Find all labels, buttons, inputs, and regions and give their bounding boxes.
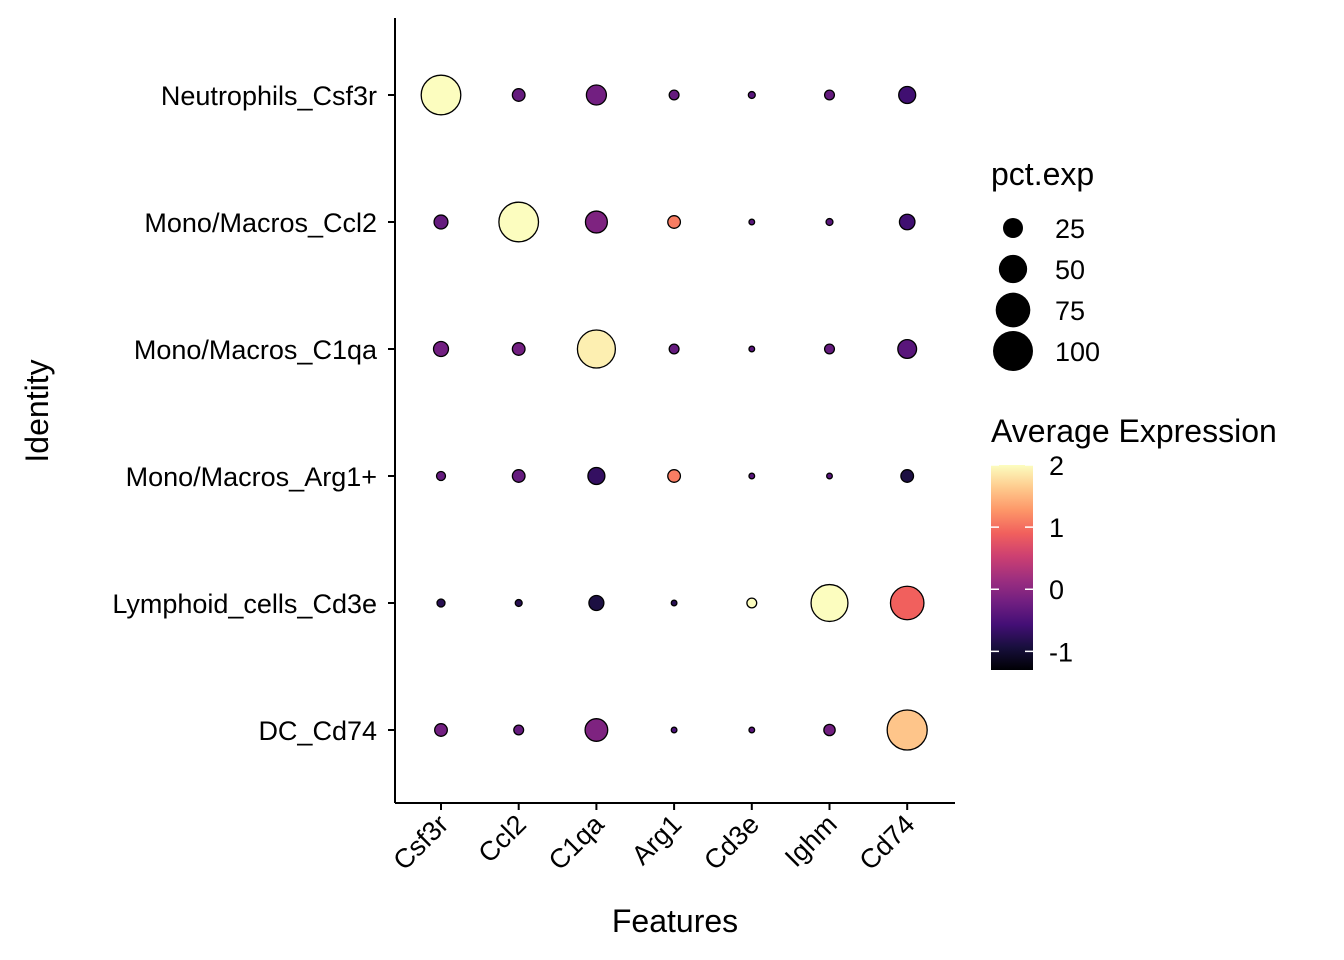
dot-dc-cd74-cd3e <box>748 726 756 734</box>
dot-mono-macros-arg1-arg1 <box>667 469 682 483</box>
dot-mono-macros-ccl2-ccl2 <box>498 201 540 243</box>
dot-neutrophils-csf3r-csf3r <box>420 74 462 116</box>
dot-lymphoid-cells-cd3e-csf3r <box>436 598 446 608</box>
dot-mono-macros-ccl2-cd3e <box>748 218 756 226</box>
dot-mono-macros-arg1-ighm <box>826 472 833 480</box>
dot-mono-macros-c1qa-ighm <box>823 343 836 355</box>
size-legend-label-50: 50 <box>1055 255 1085 285</box>
dot-lymphoid-cells-cd3e-ighm <box>810 583 849 623</box>
dot-lymphoid-cells-cd3e-cd3e <box>746 597 758 609</box>
color-legend-bar <box>991 465 1033 670</box>
dot-mono-macros-c1qa-cd3e <box>748 345 756 353</box>
y-tick-label-neutrophils-csf3r: Neutrophils_Csf3r <box>161 81 377 111</box>
size-legend-dot-75 <box>995 292 1031 328</box>
dot-neutrophils-csf3r-c1qa <box>585 84 608 106</box>
y-tick-label-dc-cd74: DC_Cd74 <box>258 716 377 746</box>
dot-dc-cd74-cd74 <box>886 709 928 751</box>
dot-lymphoid-cells-cd3e-arg1 <box>670 599 678 607</box>
x-tick-label-ccl2: Ccl2 <box>473 809 532 868</box>
plot-area <box>420 74 928 751</box>
x-axis-title: Features <box>612 903 738 939</box>
dot-lymphoid-cells-cd3e-ccl2 <box>514 598 523 608</box>
color-legend-label-2: 1 <box>1049 513 1064 543</box>
size-legend-dot-100 <box>993 331 1033 371</box>
y-tick-label-mono-macros-ccl2: Mono/Macros_Ccl2 <box>144 208 377 238</box>
x-tick-label-cd74: Cd74 <box>854 809 921 876</box>
dot-mono-macros-arg1-cd74 <box>900 469 915 483</box>
y-tick-label-lymphoid-cells-cd3e: Lymphoid_cells_Cd3e <box>112 589 377 619</box>
dot-mono-macros-ccl2-c1qa <box>584 210 609 234</box>
size-legend: pct.exp 25 50 75 100 <box>991 156 1100 371</box>
dot-mono-macros-c1qa-arg1 <box>668 343 680 355</box>
dot-mono-macros-c1qa-cd74 <box>897 338 918 360</box>
size-legend-dot-50 <box>998 254 1028 284</box>
size-legend-label-100: 100 <box>1055 337 1100 367</box>
dot-mono-macros-c1qa-ccl2 <box>511 342 526 356</box>
size-legend-title: pct.exp <box>991 156 1094 192</box>
dot-lymphoid-cells-cd3e-c1qa <box>588 594 605 612</box>
dot-neutrophils-csf3r-cd3e <box>747 90 756 100</box>
dot-lymphoid-cells-cd3e-cd74 <box>889 585 925 621</box>
dot-mono-macros-arg1-ccl2 <box>511 469 526 483</box>
y-axis-ticks: Neutrophils_Csf3r Mono/Macros_Ccl2 Mono/Ma… <box>112 81 395 746</box>
x-tick-label-ighm: Ighm <box>779 809 843 873</box>
color-legend-label-0: -1 <box>1049 637 1073 667</box>
dot-mono-macros-c1qa-csf3r <box>432 340 450 358</box>
x-tick-label-c1qa: C1qa <box>543 808 611 876</box>
color-legend-label-3: 2 <box>1049 451 1064 481</box>
dot-dc-cd74-ccl2 <box>513 724 525 736</box>
y-axis-title: Identity <box>19 359 55 462</box>
dot-mono-macros-ccl2-cd74 <box>898 213 916 231</box>
dot-dc-cd74-c1qa <box>584 718 609 742</box>
y-tick-label-mono-macros-arg1: Mono/Macros_Arg1+ <box>126 462 377 492</box>
x-tick-label-cd3e: Cd3e <box>698 809 765 876</box>
dot-dc-cd74-ighm <box>823 723 836 737</box>
size-legend-dot-25 <box>1003 218 1023 238</box>
x-tick-label-arg1: Arg1 <box>626 809 688 871</box>
dot-mono-macros-ccl2-arg1 <box>667 215 682 229</box>
dot-neutrophils-csf3r-ccl2 <box>511 88 526 102</box>
y-tick-label-mono-macros-c1qa: Mono/Macros_C1qa <box>134 335 378 365</box>
dot-neutrophils-csf3r-arg1 <box>668 89 680 101</box>
color-legend-title: Average Expression <box>991 413 1277 449</box>
dot-mono-macros-arg1-c1qa <box>587 466 606 486</box>
dot-neutrophils-csf3r-ighm <box>823 89 836 101</box>
dot-mono-macros-arg1-csf3r <box>435 470 447 482</box>
x-tick-label-csf3r: Csf3r <box>387 809 454 876</box>
dot-mono-macros-c1qa-c1qa <box>576 329 617 369</box>
dot-mono-macros-arg1-cd3e <box>748 472 756 480</box>
x-axis-ticks: Csf3r Ccl2 C1qa Arg1 Cd3e Ighm Cd74 <box>387 803 920 876</box>
dot-mono-macros-ccl2-csf3r <box>433 214 449 230</box>
dot-dc-cd74-csf3r <box>434 723 448 737</box>
dot-neutrophils-csf3r-cd74 <box>898 85 917 105</box>
color-legend: Average Expression -1 0 1 2 <box>991 413 1277 670</box>
color-legend-label-1: 0 <box>1049 575 1064 605</box>
dot-dc-cd74-arg1 <box>670 726 678 734</box>
size-legend-label-75: 75 <box>1055 296 1085 326</box>
dot-mono-macros-ccl2-ighm <box>825 217 834 227</box>
size-legend-label-25: 25 <box>1055 214 1085 244</box>
